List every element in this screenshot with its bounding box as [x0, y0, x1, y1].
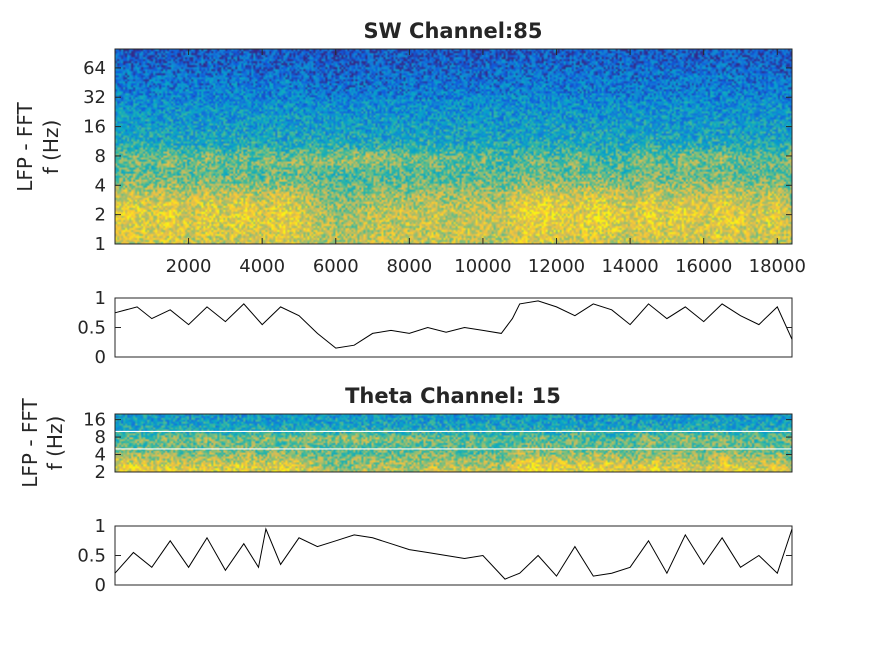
sw-score-panel: 00.51 [77, 288, 793, 368]
sw-spectrogram-x-ticks: 2000 4000 6000 8000 10000 12000 14000 16000 1800… [166, 49, 806, 277]
x-tick-label: 18000 [749, 256, 806, 277]
theta-spectrogram-reference-lines [115, 430, 792, 450]
theta-spectrogram-ylabel-line2: f (Hz) [43, 416, 67, 471]
sw-score-frame [114, 297, 793, 358]
sw-spectrogram-ylabel-line1: LFP - FFT [13, 101, 37, 191]
theta-score-line [114, 527, 793, 580]
y-tick-label: 4 [95, 175, 106, 196]
y-tick-label: 0 [95, 575, 106, 596]
sw-spectrogram-ylabel-line2: f (Hz) [39, 120, 63, 175]
y-tick-label: 64 [83, 58, 106, 79]
y-tick-label: 4 [95, 445, 106, 466]
y-tick-label: 1 [95, 516, 106, 537]
sw-score-line [114, 300, 793, 349]
theta-spectrogram-title: Theta Channel: 15 [345, 384, 561, 408]
x-tick-label: 2000 [166, 256, 212, 277]
y-tick-label: 0.5 [77, 318, 106, 339]
y-tick-label: 2 [95, 462, 106, 483]
sw-spectrogram-y-ticks: 1 2 4 8 16 32 64 [83, 58, 792, 255]
theta-score-y-ticks: 00.51 [77, 516, 792, 596]
y-tick-label: 0 [95, 347, 106, 368]
x-tick-label: 6000 [313, 256, 359, 277]
sw-score-y-ticks: 00.51 [77, 288, 792, 368]
y-tick-label: 1 [95, 234, 106, 255]
x-tick-label: 8000 [386, 256, 432, 277]
y-tick-label: 1 [95, 288, 106, 309]
x-tick-label: 10000 [454, 256, 511, 277]
sw-spectrogram-frame [114, 48, 793, 245]
x-tick-label: 14000 [601, 256, 658, 277]
y-tick-label: 0.5 [77, 546, 106, 567]
theta-spectrogram-ylabel-line1: LFP - FFT [18, 397, 42, 487]
y-tick-label: 32 [83, 87, 106, 108]
y-tick-label: 16 [83, 117, 106, 138]
x-tick-label: 16000 [675, 256, 732, 277]
theta-spectrogram-image [115, 414, 792, 472]
x-tick-label: 12000 [528, 256, 585, 277]
y-tick-label: 2 [95, 205, 106, 226]
y-tick-label: 16 [83, 410, 106, 431]
theta-spectrogram-frame [114, 413, 793, 473]
sw-spectrogram-title: SW Channel:85 [363, 19, 542, 43]
y-tick-label: 8 [95, 427, 106, 448]
sw-spectrogram-image [115, 49, 792, 244]
y-tick-label: 8 [95, 146, 106, 167]
sw-spectrogram-panel: SW Channel:85 1 2 4 8 16 32 64 2000 4000 6000 800… [13, 19, 806, 277]
theta-score-panel: 00.51 [77, 516, 793, 596]
x-tick-label: 4000 [239, 256, 285, 277]
